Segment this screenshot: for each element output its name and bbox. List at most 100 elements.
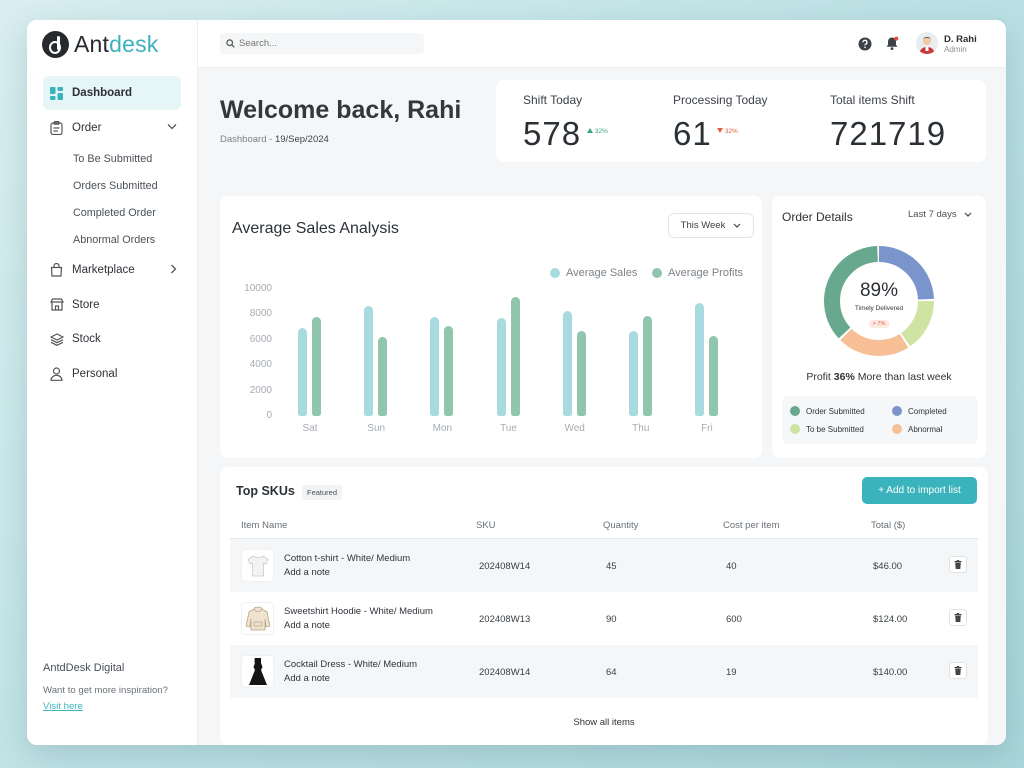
legend-label: To be Submitted	[806, 424, 864, 434]
delete-button[interactable]	[949, 609, 967, 626]
sidebar-subitem-abnormal-orders[interactable]: Abnormal Orders	[73, 233, 156, 246]
user-name: D. Rahi	[944, 34, 977, 45]
column-header-sku: SKU	[476, 520, 496, 531]
bar-average-profits-sun[interactable]	[378, 337, 388, 416]
stat-label-shift-today: Shift Today	[523, 93, 583, 107]
stat-delta-text: 32%	[724, 128, 738, 135]
legend-abnormal: Abnormal	[892, 424, 942, 434]
sales-chart-card: Average Sales Analysis This Week Average…	[220, 196, 762, 458]
bar-average-profits-mon[interactable]	[444, 325, 454, 416]
help-icon[interactable]	[857, 36, 872, 51]
bar-average-sales-sat[interactable]	[298, 328, 308, 416]
add-to-import-list-button[interactable]: + Add to import list	[862, 477, 977, 504]
legend-order-submitted: Order Submitted	[790, 406, 865, 416]
store-icon	[49, 297, 64, 312]
sidebar-footer: AntdDesk Digital Want to get more inspir…	[43, 662, 183, 715]
add-note-link[interactable]: Add a note	[284, 620, 330, 631]
bar-average-sales-sun[interactable]	[364, 305, 374, 416]
total-cell: $46.00	[873, 561, 903, 572]
sidebar-subitem-orders-submitted[interactable]: Orders Submitted	[73, 179, 158, 192]
add-note-link[interactable]: Add a note	[284, 567, 330, 578]
dress-icon	[241, 655, 274, 688]
y-tick-label: 10000	[244, 283, 272, 294]
bar-average-sales-thu[interactable]	[628, 330, 638, 416]
donut-segment-abnormal[interactable]	[824, 246, 934, 356]
x-tick-label: Fri	[701, 423, 713, 434]
visit-here-link[interactable]: Visit here	[43, 701, 83, 712]
sidebar-item-store[interactable]: Store	[43, 288, 181, 322]
x-tick-label: Sat	[302, 423, 318, 434]
legend-label: Completed	[908, 406, 947, 416]
bar-average-profits-fri[interactable]	[708, 335, 718, 416]
donut-caption: Timely Delivered	[854, 305, 904, 312]
product-name: Cotton t-shirt - White/ Medium	[284, 553, 411, 564]
week-range-dropdown[interactable]: This Week	[668, 213, 754, 238]
cost-cell: 19	[726, 667, 737, 678]
brand-name-part1: Ant	[74, 30, 110, 57]
stat-delta-text: 32%	[594, 128, 608, 135]
bar-average-sales-mon[interactable]	[430, 316, 440, 416]
delete-button[interactable]	[949, 556, 967, 573]
sidebar-subitem-to-be-submitted[interactable]: To Be Submitted	[73, 152, 153, 165]
stat-label-total-items-shift: Total items Shift	[830, 93, 915, 107]
user-role: Admin	[944, 45, 967, 54]
bar-average-sales-wed[interactable]	[562, 310, 572, 416]
table-row[interactable]: Cotton t-shirt - White/ Medium Add a not…	[230, 539, 978, 592]
donut-chart	[824, 246, 934, 356]
add-note-link[interactable]: Add a note	[284, 673, 330, 684]
stat-value-processing-today: 61	[673, 115, 712, 152]
sidebar-item-order[interactable]: Order	[43, 111, 181, 145]
tshirt-icon	[241, 549, 274, 582]
search-input[interactable]	[239, 38, 409, 49]
table-row[interactable]: Sweetshirt Hoodie - White/ Medium Add a …	[230, 592, 978, 645]
user-icon	[49, 366, 64, 381]
sidebar-item-label: Store	[72, 298, 100, 311]
legend-swatch	[550, 268, 560, 278]
column-header-total: Total ($)	[871, 520, 906, 531]
grid-icon	[49, 86, 64, 101]
topbar: D. Rahi Admin	[198, 20, 1006, 68]
donut-segment-completed[interactable]	[824, 246, 934, 356]
search-icon	[226, 35, 235, 53]
search-box	[220, 33, 424, 54]
sidebar-item-label: Marketplace	[72, 264, 135, 276]
chevron-down-icon	[167, 122, 177, 133]
show-all-items-link[interactable]: Show all items	[573, 717, 635, 728]
breadcrumb-date: 19/Sep/2024	[274, 134, 329, 145]
notification-bell-icon[interactable]	[884, 36, 899, 51]
legend-to-be-submitted: To be Submitted	[790, 424, 864, 434]
bar-average-profits-sat[interactable]	[312, 316, 322, 416]
legend-label: Average Sales	[566, 267, 638, 279]
delete-button[interactable]	[949, 662, 967, 679]
top-skus-card: Top SKUs Featured + Add to import list I…	[220, 467, 988, 745]
bar-average-sales-tue[interactable]	[496, 318, 506, 416]
bar-average-profits-tue[interactable]	[510, 296, 520, 416]
sidebar-item-stock[interactable]: Stock	[43, 322, 181, 356]
stat-label-processing-today: Processing Today	[673, 93, 768, 107]
sidebar-subitem-completed-order[interactable]: Completed Order	[73, 206, 156, 219]
cost-cell: 600	[726, 614, 742, 625]
donut-segment-order-submitted[interactable]	[824, 246, 934, 356]
breadcrumb-root[interactable]: Dashboard	[220, 134, 267, 145]
page-title: Welcome back, Rahi	[220, 96, 462, 124]
chevron-right-icon	[170, 264, 177, 277]
sidebar-item-marketplace[interactable]: Marketplace	[43, 253, 181, 287]
sidebar-item-dashboard[interactable]: Dashboard	[43, 76, 181, 110]
stats-card: Shift Today 578 32% Processing Today 61 …	[496, 80, 986, 162]
table-row[interactable]: Cocktail Dress - White/ Medium Add a not…	[230, 645, 978, 698]
y-tick-label: 4000	[249, 359, 272, 371]
brand-logo[interactable]: Antdesk	[42, 30, 159, 58]
days-range-dropdown[interactable]: Last 7 days	[908, 209, 972, 220]
bar-average-profits-thu[interactable]	[642, 315, 652, 416]
bar-average-profits-wed[interactable]	[576, 330, 586, 416]
bar-average-sales-fri[interactable]	[694, 302, 704, 416]
chevron-down-icon	[964, 212, 972, 217]
trash-icon	[954, 666, 962, 675]
avatar[interactable]	[916, 32, 938, 54]
stat-value-shift-today: 578	[523, 115, 582, 152]
legend-label: Average Profits	[668, 267, 744, 279]
sidebar-item-personal[interactable]: Personal	[43, 357, 181, 391]
profit-summary: Profit 36% More than last week	[772, 371, 986, 383]
logo-mark-icon	[42, 30, 69, 58]
footer-desc: Want to get more inspiration? Visit here	[43, 683, 183, 715]
